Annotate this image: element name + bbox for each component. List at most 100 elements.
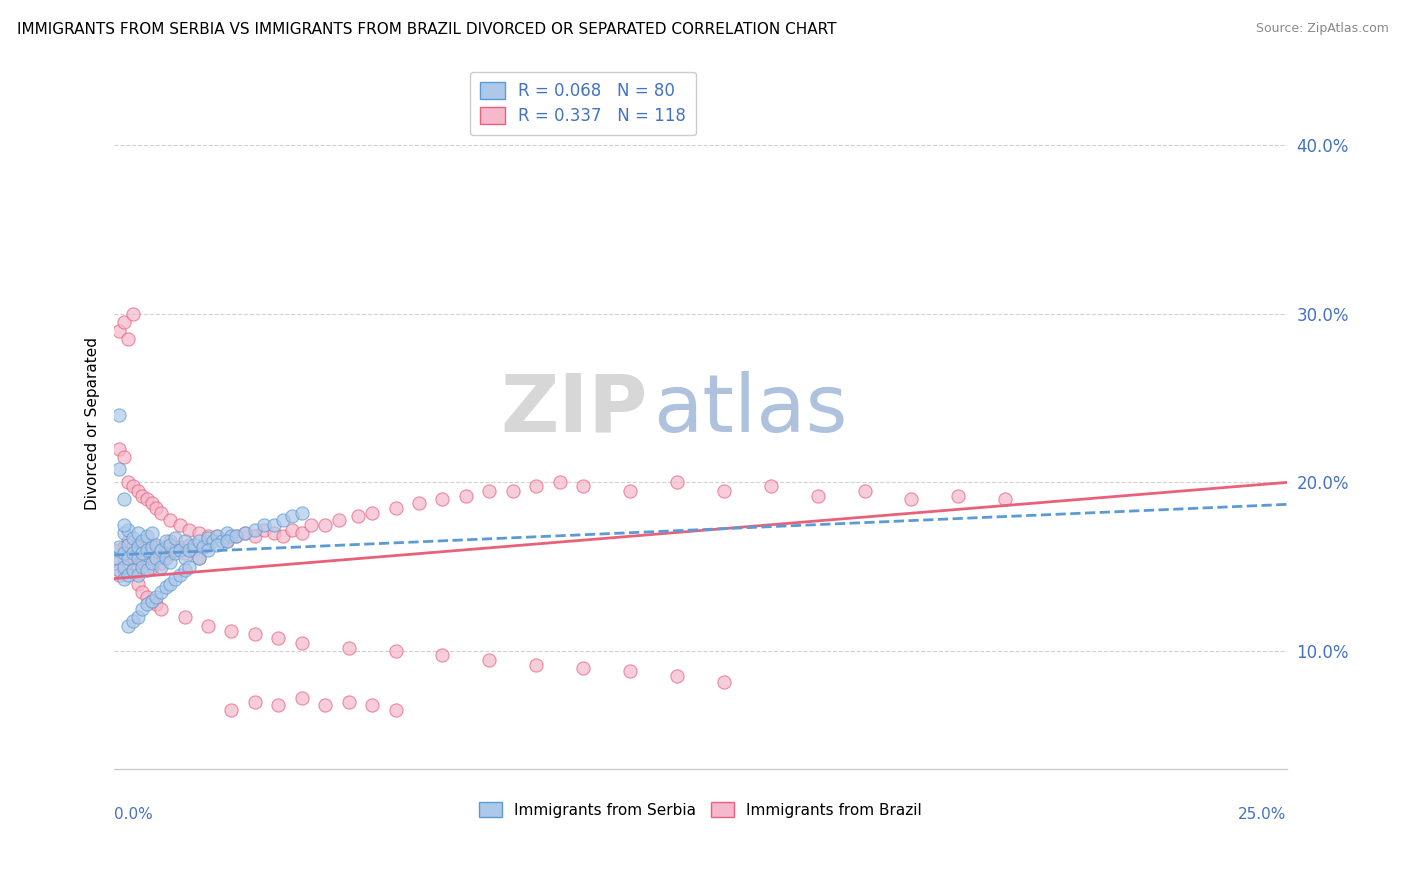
Point — [572, 479, 595, 493]
Point — [127, 568, 149, 582]
Point — [384, 644, 406, 658]
Point — [281, 509, 304, 524]
Point — [145, 551, 167, 566]
Point — [141, 557, 163, 571]
Point — [253, 517, 276, 532]
Point — [665, 669, 688, 683]
Point — [215, 534, 238, 549]
Point — [117, 538, 139, 552]
Point — [131, 585, 153, 599]
Point — [145, 540, 167, 554]
Point — [384, 703, 406, 717]
Point — [127, 551, 149, 566]
Point — [619, 665, 641, 679]
Point — [524, 479, 547, 493]
Point — [337, 695, 360, 709]
Text: 0.0%: 0.0% — [114, 807, 153, 822]
Point — [665, 475, 688, 490]
Point — [117, 559, 139, 574]
Point — [432, 648, 454, 662]
Point — [211, 534, 233, 549]
Point — [201, 534, 224, 549]
Point — [948, 489, 970, 503]
Point — [136, 492, 159, 507]
Point — [235, 526, 257, 541]
Point — [127, 559, 149, 574]
Point — [169, 540, 191, 554]
Point — [117, 534, 139, 549]
Point — [173, 546, 195, 560]
Text: ZIP: ZIP — [501, 370, 648, 449]
Text: IMMIGRANTS FROM SERBIA VS IMMIGRANTS FROM BRAZIL DIVORCED OR SEPARATED CORRELATI: IMMIGRANTS FROM SERBIA VS IMMIGRANTS FRO… — [17, 22, 837, 37]
Point — [145, 590, 167, 604]
Point — [145, 597, 167, 611]
Point — [112, 559, 135, 574]
Point — [150, 543, 173, 558]
Point — [117, 523, 139, 537]
Point — [502, 483, 524, 498]
Point — [271, 529, 294, 543]
Point — [572, 661, 595, 675]
Text: 25.0%: 25.0% — [1239, 807, 1286, 822]
Point — [207, 538, 229, 552]
Point — [150, 557, 173, 571]
Point — [337, 640, 360, 655]
Point — [193, 540, 215, 554]
Point — [221, 529, 243, 543]
Point — [159, 534, 181, 549]
Point — [619, 483, 641, 498]
Point — [207, 529, 229, 543]
Point — [179, 559, 201, 574]
Point — [173, 551, 195, 566]
Point — [127, 483, 149, 498]
Point — [159, 576, 181, 591]
Point — [243, 627, 266, 641]
Point — [159, 546, 181, 560]
Point — [173, 563, 195, 577]
Point — [193, 540, 215, 554]
Text: Source: ZipAtlas.com: Source: ZipAtlas.com — [1256, 22, 1389, 36]
Point — [187, 551, 209, 566]
Point — [136, 543, 159, 558]
Point — [122, 546, 145, 560]
Point — [361, 506, 384, 520]
Point — [112, 563, 135, 577]
Point — [127, 538, 149, 552]
Point — [267, 698, 290, 713]
Point — [141, 546, 163, 560]
Point — [108, 462, 131, 476]
Text: atlas: atlas — [654, 370, 848, 449]
Point — [105, 551, 128, 566]
Point — [900, 492, 922, 507]
Point — [291, 526, 314, 541]
Point — [221, 703, 243, 717]
Point — [384, 500, 406, 515]
Point — [122, 479, 145, 493]
Point — [221, 624, 243, 638]
Point — [243, 523, 266, 537]
Point — [150, 585, 173, 599]
Point — [117, 619, 139, 633]
Point — [112, 450, 135, 464]
Point — [169, 543, 191, 558]
Point — [159, 555, 181, 569]
Point — [112, 517, 135, 532]
Point — [155, 551, 177, 566]
Point — [169, 568, 191, 582]
Point — [183, 543, 205, 558]
Point — [263, 526, 285, 541]
Point — [108, 540, 131, 554]
Point — [117, 332, 139, 346]
Point — [197, 529, 219, 543]
Point — [141, 526, 163, 541]
Point — [150, 602, 173, 616]
Point — [235, 526, 257, 541]
Point — [432, 492, 454, 507]
Point — [197, 543, 219, 558]
Point — [165, 531, 187, 545]
Point — [122, 551, 145, 566]
Point — [155, 534, 177, 549]
Point — [197, 619, 219, 633]
Point — [136, 551, 159, 566]
Point — [122, 540, 145, 554]
